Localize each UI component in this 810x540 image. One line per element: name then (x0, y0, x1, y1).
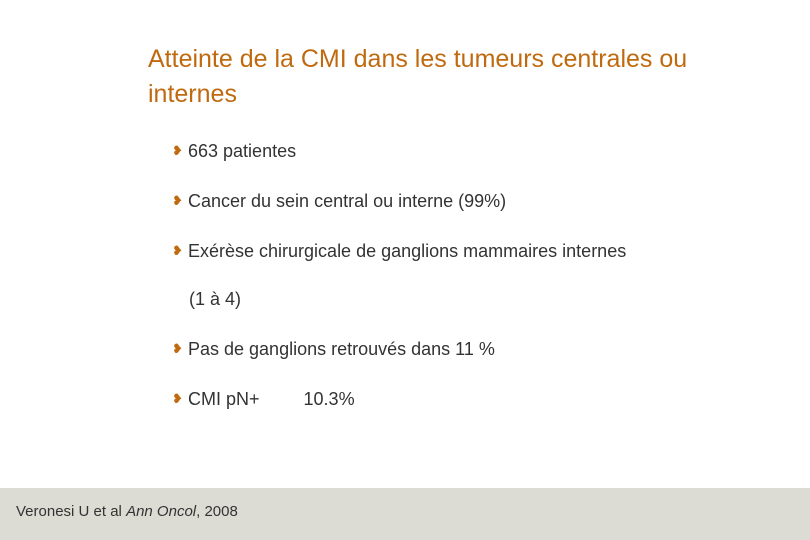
citation-authors: Veronesi U et al (16, 503, 122, 520)
bullet-text: Cancer du sein central ou interne (99%) (188, 191, 507, 211)
citation-year: , 2008 (196, 503, 238, 520)
bullet-item: ❥ Cancer du sein central ou interne (99%) (172, 190, 506, 212)
bullet-text: Pas de ganglions retrouvés dans 11 % (188, 339, 495, 359)
bullet-icon: ❥ (172, 341, 183, 356)
bullet-text: Exérèse chirurgicale de ganglions mammai… (188, 241, 627, 261)
bullet-continuation: (1 à 4) (189, 289, 242, 309)
bullet-icon: ❥ (172, 143, 183, 158)
slide-title: Atteinte de la CMI dans les tumeurs cent… (148, 45, 688, 108)
citation-journal: Ann Oncol (126, 503, 197, 520)
bullet-icon: ❥ (172, 391, 183, 406)
bullet-item: ❥ Exérèse chirurgicale de ganglions mamma… (172, 240, 626, 262)
bullet-item: ❥ Pas de ganglions retrouvés dans 11 % (172, 338, 495, 360)
bullet-text: CMI pN+ (188, 389, 260, 409)
citation: Veronesi U et al Ann Oncol, 2008 (16, 503, 238, 520)
bullet-icon: ❥ (172, 243, 183, 258)
bullet-icon: ❥ (172, 193, 183, 208)
footer-band: Veronesi U et al Ann Oncol, 2008 (0, 488, 810, 540)
bullet-text: 663 patientes (188, 141, 297, 161)
bullet-value: 10.3% (303, 389, 355, 409)
bullet-item: ❥ 663 patientes (172, 140, 296, 162)
bullet-item: ❥ CMI pN+ 10.3% (172, 388, 355, 410)
